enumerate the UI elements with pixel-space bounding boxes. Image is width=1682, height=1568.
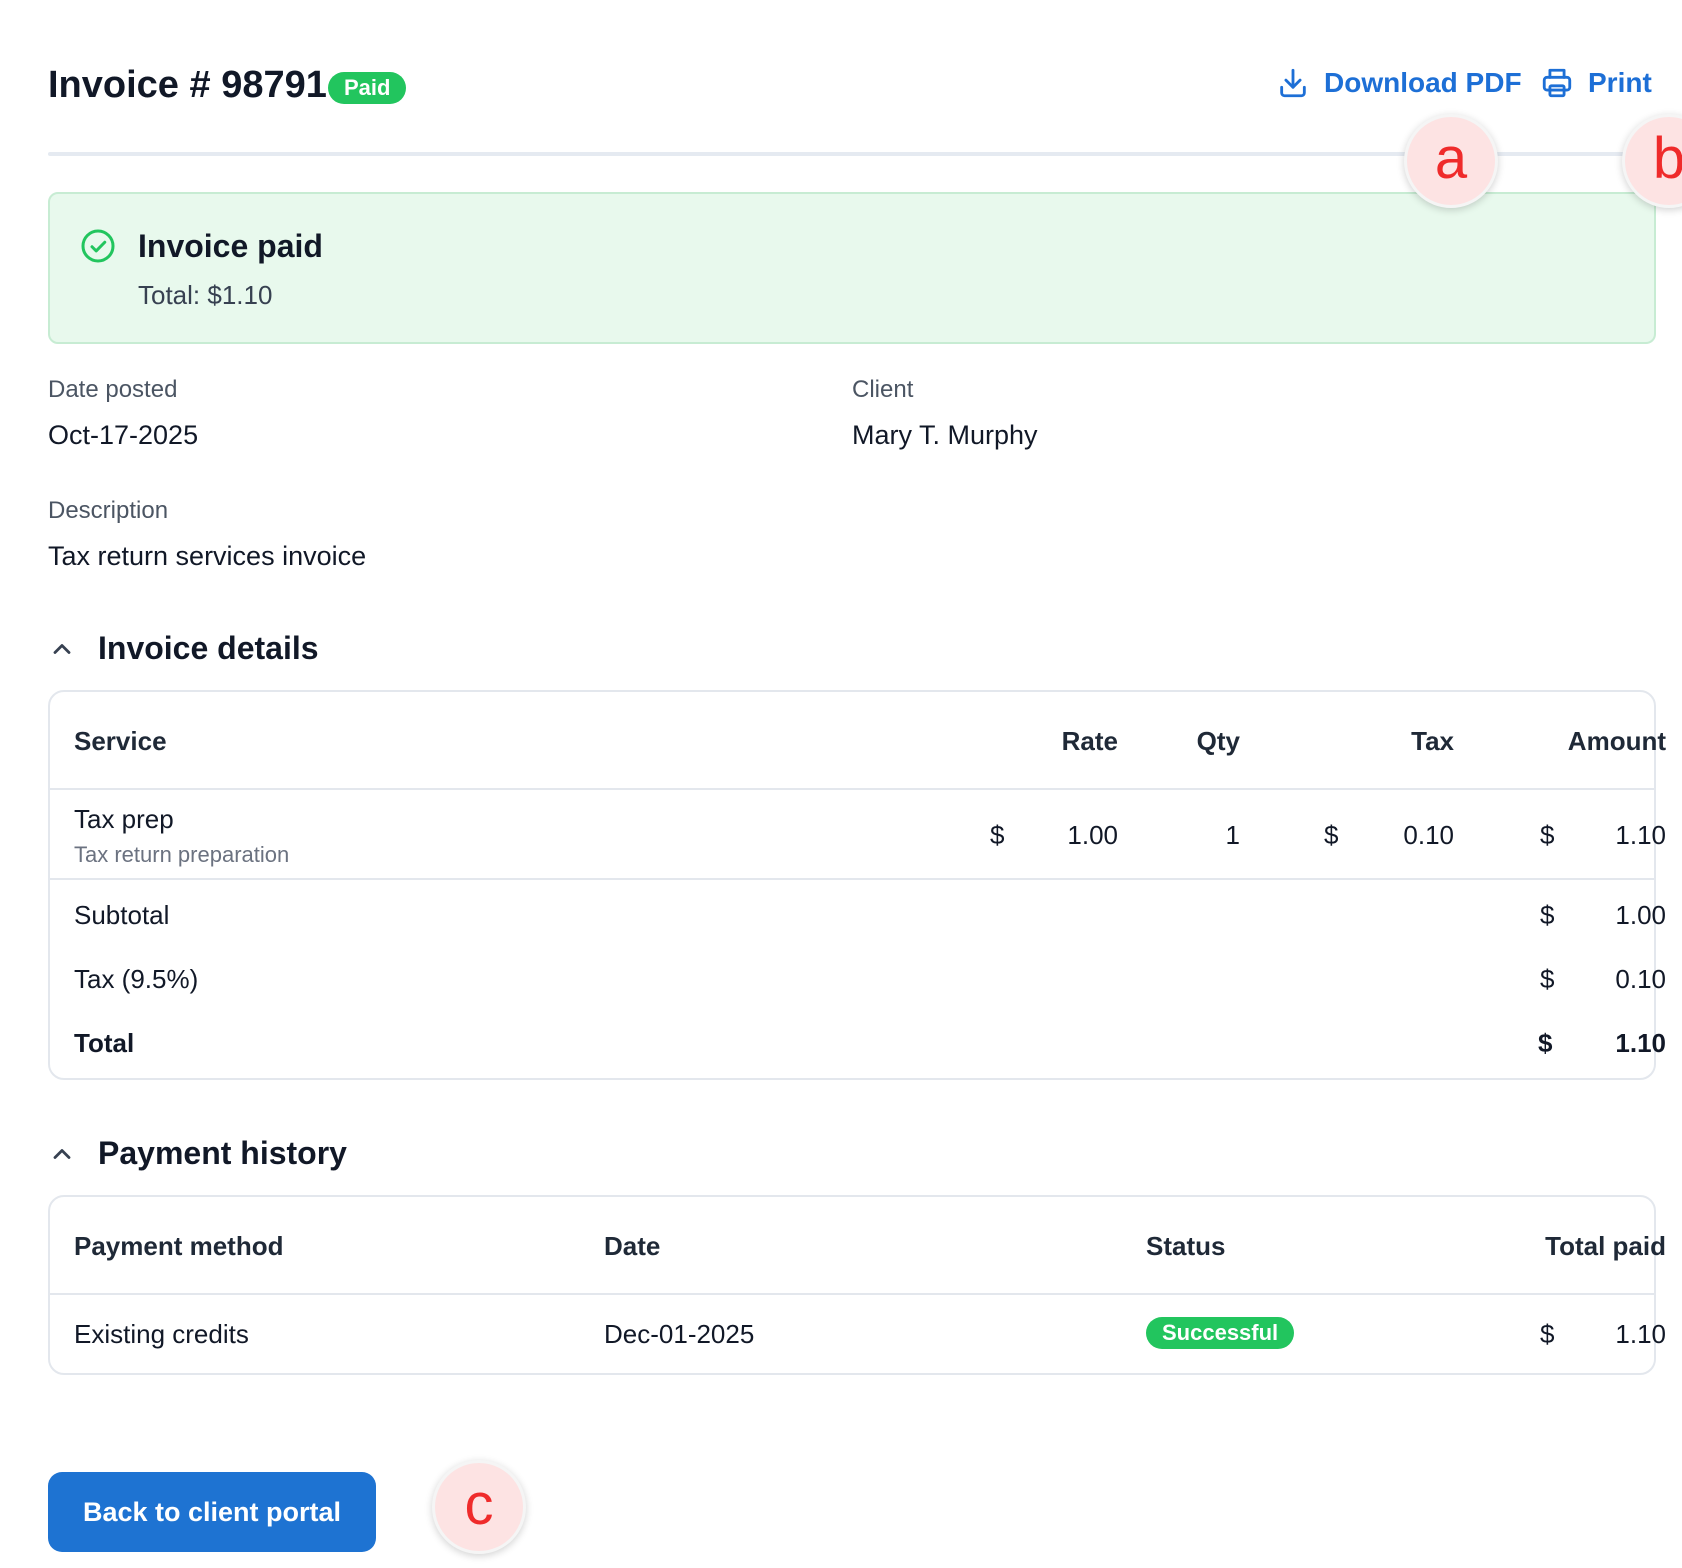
item-service: Tax prep xyxy=(74,804,174,834)
date-posted-label: Date posted xyxy=(48,376,178,403)
item-service-description: Tax return preparation xyxy=(74,842,290,867)
col-header-payment-method: Payment method xyxy=(74,1231,284,1261)
col-header-tax: Tax xyxy=(1411,726,1454,756)
item-tax: 0.10 xyxy=(1403,820,1454,850)
col-header-amount: Amount xyxy=(1567,726,1666,756)
item-amount-currency: $ xyxy=(1540,820,1555,850)
print-button[interactable]: Print xyxy=(1540,66,1652,100)
invoice-paid-banner: Invoice paid Total: $1.10 xyxy=(48,192,1656,344)
payment-status-badge: Successful xyxy=(1146,1317,1295,1349)
client-label: Client xyxy=(852,376,914,403)
callout-marker-c: c xyxy=(432,1460,526,1554)
item-qty: 1 xyxy=(1225,820,1240,850)
payment-method-value: Existing credits xyxy=(74,1319,249,1349)
subtotal-currency: $ xyxy=(1540,900,1555,930)
total-value: 1.10 xyxy=(1615,1028,1666,1058)
printer-icon xyxy=(1542,68,1572,98)
col-header-qty: Qty xyxy=(1196,726,1240,756)
page-title: Invoice # 98791 xyxy=(48,64,327,106)
callout-marker-a: a xyxy=(1404,114,1498,208)
back-to-client-portal-button[interactable]: Back to client portal xyxy=(48,1472,376,1552)
payment-history-table: Payment method Date Status Total paid Ex… xyxy=(48,1195,1666,1375)
chevron-up-icon xyxy=(53,1148,71,1159)
description-label: Description xyxy=(48,497,169,524)
description-value: Tax return services invoice xyxy=(48,541,367,571)
payment-history-toggle[interactable]: Payment history xyxy=(48,1135,347,1172)
download-pdf-button[interactable]: Download PDF xyxy=(1276,66,1522,100)
tax-summary-currency: $ xyxy=(1540,964,1555,994)
status-badge: Paid xyxy=(328,72,407,104)
total-label: Total xyxy=(74,1028,135,1058)
total-paid-value: 1.10 xyxy=(1615,1319,1666,1349)
header-divider xyxy=(48,152,1656,156)
invoice-header: Invoice # 98791 Paid Download PDF Print xyxy=(48,58,1656,118)
date-posted-value: Oct-17-2025 xyxy=(48,420,199,450)
invoice-details-table: Service Rate Qty Tax Amount Tax prep Tax… xyxy=(48,690,1666,1080)
chevron-up-icon xyxy=(53,643,71,654)
item-tax-currency: $ xyxy=(1324,820,1339,850)
col-header-service: Service xyxy=(74,726,167,756)
payment-date-value: Dec-01-2025 xyxy=(604,1319,755,1349)
tax-summary-label: Tax (9.5%) xyxy=(74,964,199,994)
row-divider xyxy=(50,878,1654,880)
tax-summary-value: 0.10 xyxy=(1615,964,1666,994)
item-amount: 1.10 xyxy=(1615,820,1666,850)
col-header-date: Date xyxy=(604,1231,661,1261)
subtotal-value: 1.00 xyxy=(1615,900,1666,930)
banner-title: Invoice paid xyxy=(138,228,323,264)
banner-total: Total: $1.10 xyxy=(138,280,273,310)
item-rate: 1.00 xyxy=(1067,820,1118,850)
payment-history-title: Payment history xyxy=(98,1135,347,1171)
col-header-status: Status xyxy=(1146,1231,1226,1261)
subtotal-label: Subtotal xyxy=(74,900,170,930)
invoice-details-title: Invoice details xyxy=(98,630,319,666)
download-pdf-label: Download PDF xyxy=(1324,67,1522,98)
row-divider xyxy=(50,1293,1654,1295)
check-circle-icon xyxy=(81,229,115,263)
row-divider xyxy=(50,788,1654,790)
download-icon xyxy=(1280,68,1306,98)
col-header-rate: Rate xyxy=(1061,726,1118,756)
col-header-total-paid: Total paid xyxy=(1545,1231,1666,1261)
print-label: Print xyxy=(1588,67,1652,98)
client-value: Mary T. Murphy xyxy=(852,420,1038,450)
total-paid-currency: $ xyxy=(1540,1319,1555,1349)
invoice-details-toggle[interactable]: Invoice details xyxy=(48,630,319,667)
total-currency: $ xyxy=(1538,1028,1553,1058)
item-rate-currency: $ xyxy=(990,820,1005,850)
